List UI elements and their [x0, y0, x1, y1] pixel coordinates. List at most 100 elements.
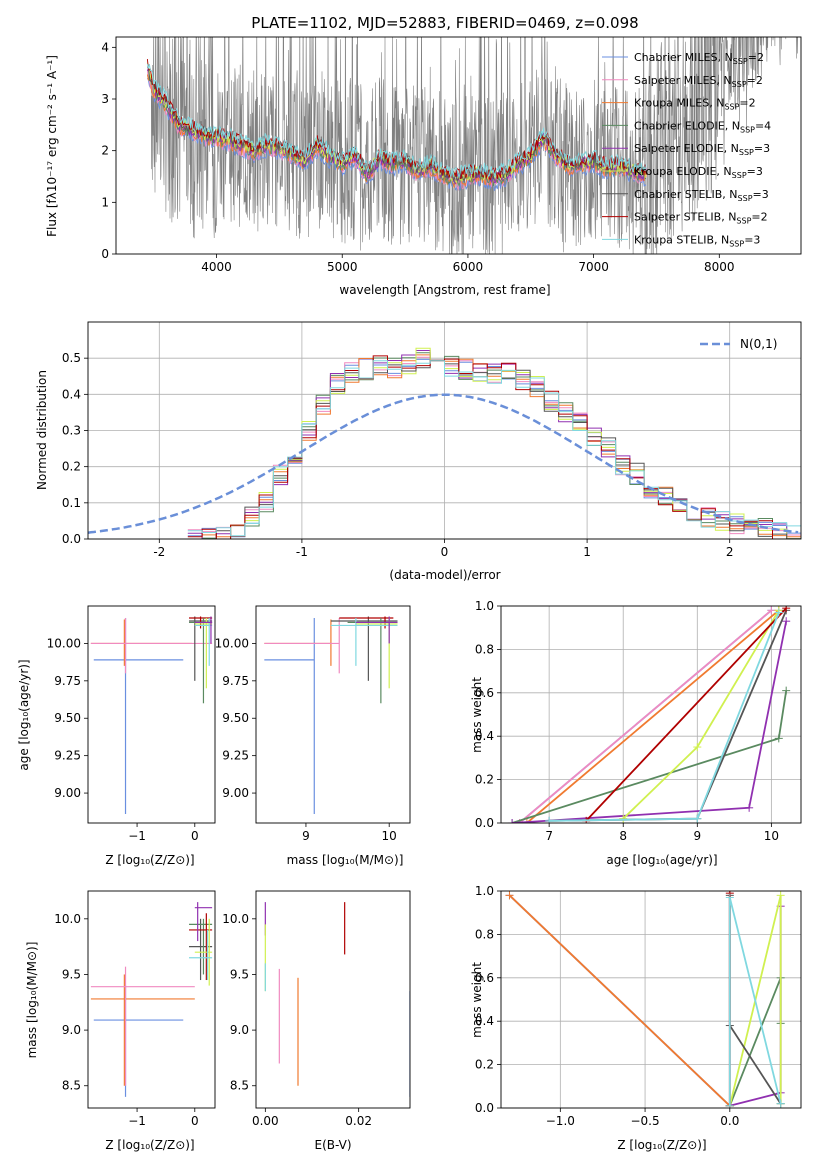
weight-line: [585, 607, 787, 822]
age-ylabel: age [log₁₀(age/yr)]: [17, 659, 31, 770]
x-tick-label: 8: [619, 829, 627, 843]
x-tick-label: −1: [128, 1114, 146, 1128]
y-tick-label: 1.0: [475, 599, 494, 613]
legend-entry: Chabrier MILES, NSSP=2: [634, 51, 764, 66]
y-tick-label: 0.1: [62, 496, 81, 510]
y-tick-label: 9.50: [54, 711, 81, 725]
y-tick-label: 9.25: [222, 749, 249, 763]
y-tick-label: 1.0: [475, 884, 494, 898]
y-tick-label: 9.5: [62, 967, 81, 981]
age_vs_mass-plot: [264, 616, 398, 815]
weight_vs_Z-plot: [505, 891, 785, 1108]
y-tick-label: 10.00: [47, 636, 81, 650]
weight_vs_age-frame: [500, 605, 802, 824]
y-tick-label: 8.5: [62, 1079, 81, 1093]
legend-normal-label: N(0,1): [740, 337, 777, 351]
x-tick-label: 7: [545, 829, 553, 843]
weight-line: [511, 690, 788, 823]
y-tick-label: 0.4: [62, 387, 81, 401]
residuals-plot: [88, 347, 801, 539]
y-tick-label: 0.0: [62, 532, 81, 546]
model-spectrum-line: [146, 63, 647, 179]
y-tick-label: 0: [101, 247, 109, 261]
residual-ylabel: Normed distribution: [35, 370, 49, 490]
mass_vs_ebv-plot: [264, 902, 410, 1097]
age-mass-xlabel: mass [log₁₀(M/M⊙)]: [287, 853, 404, 867]
y-tick-label: 0.2: [475, 1058, 494, 1072]
weight_vs_age-plot: [508, 606, 791, 823]
histogram-step: [187, 360, 801, 537]
y-tick-label: 9.75: [222, 674, 249, 688]
y-tick-label: 0.8: [475, 642, 494, 656]
mass_vs_Z-frame: [87, 890, 216, 1109]
y-tick-label: 9.50: [222, 711, 249, 725]
x-tick-label: −0.5: [630, 1114, 659, 1128]
legend-entry: Chabrier ELODIE, NSSP=4: [634, 119, 771, 134]
x-tick-label: -2: [153, 545, 165, 559]
mass_vs_Z-plot: [90, 902, 213, 1097]
x-tick-label: 6000: [453, 260, 484, 274]
x-tick-label: 0: [441, 545, 449, 559]
weight-line: [508, 894, 731, 1107]
spectrum-xlabel: wavelength [Angstrom, rest frame]: [339, 283, 550, 297]
weight-age-ylabel: mass weight: [470, 677, 484, 753]
x-tick-label: 10: [764, 829, 779, 843]
x-tick-label: 4000: [201, 260, 232, 274]
y-tick-label: 0.0: [475, 816, 494, 830]
x-tick-label: −1.0: [546, 1114, 575, 1128]
x-tick-label: 5000: [327, 260, 358, 274]
weight-age-xlabel: age [log₁₀(age/yr)]: [606, 853, 717, 867]
histogram-step: [187, 347, 801, 539]
y-tick-label: 0.4: [475, 1014, 494, 1028]
y-tick-label: 4: [101, 40, 109, 54]
weight-Z-xlabel: Z [log₁₀(Z/Z⊙)]: [617, 1138, 706, 1152]
x-tick-label: 8000: [704, 260, 735, 274]
legend-entry: Salpeter STELIB, NSSP=2: [634, 211, 768, 226]
legend-entry: Kroupa STELIB, NSSP=3: [634, 233, 760, 248]
legend-entry: Salpeter MILES, NSSP=2: [634, 74, 763, 89]
x-tick-label: 2: [726, 545, 734, 559]
y-tick-label: 9.5: [230, 967, 249, 981]
y-tick-label: 10.0: [54, 912, 81, 926]
y-tick-label: 9.00: [54, 786, 81, 800]
y-tick-label: 0.8: [475, 927, 494, 941]
age_vs_Z-plot: [90, 616, 213, 815]
y-tick-label: 9.00: [222, 786, 249, 800]
mass_vs_ebv-frame: [255, 890, 411, 1109]
weight_vs_age-panel: [501, 605, 801, 824]
y-tick-label: 0.0: [475, 1101, 494, 1115]
y-tick-label: 9.0: [230, 1023, 249, 1037]
weight-line: [518, 609, 772, 823]
y-tick-label: 9.25: [54, 749, 81, 763]
weight-line: [549, 612, 780, 822]
y-tick-label: 10.0: [222, 912, 249, 926]
y-tick-label: 0.5: [62, 351, 81, 365]
x-tick-label: 0.00: [252, 1114, 279, 1128]
y-tick-label: 0.2: [62, 460, 81, 474]
y-tick-label: 2: [101, 144, 109, 158]
x-tick-label: −1: [128, 829, 146, 843]
y-tick-label: 1: [101, 195, 109, 209]
y-tick-label: 0.6: [475, 686, 494, 700]
ebv-xlabel: E(B-V): [314, 1138, 351, 1152]
weight-line: [549, 609, 788, 822]
figure-title: PLATE=1102, MJD=52883, FIBERID=0469, z=0…: [251, 14, 638, 32]
y-tick-label: 8.5: [230, 1079, 249, 1093]
y-tick-label: 9.75: [54, 674, 81, 688]
y-tick-label: 0.2: [475, 773, 494, 787]
x-tick-label: 9: [693, 829, 701, 843]
spectrum-plot: [146, 37, 799, 254]
spectrum-ylabel: Flux [fλ10⁻¹⁷ erg cm⁻² s⁻¹ A⁻¹]: [45, 55, 59, 237]
weight-Z-ylabel: mass weight: [470, 962, 484, 1038]
x-tick-label: 9: [302, 829, 310, 843]
x-tick-label: 7000: [578, 260, 609, 274]
normal-curve: [88, 393, 799, 534]
data-spectrum-line: [150, 37, 799, 254]
mass-Z-xlabel: Z [log₁₀(Z/Z⊙)]: [105, 1138, 194, 1152]
residual-xlabel: (data-model)/error: [389, 568, 500, 582]
mass-ylabel: mass [log₁₀(M/M⊙)]: [25, 942, 39, 1059]
y-tick-label: 9.0: [62, 1023, 81, 1037]
spectrum-frame: [115, 36, 802, 255]
legend-entry: Kroupa ELODIE, NSSP=3: [634, 165, 763, 180]
